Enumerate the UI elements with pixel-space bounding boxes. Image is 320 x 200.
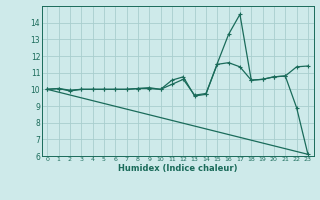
- X-axis label: Humidex (Indice chaleur): Humidex (Indice chaleur): [118, 164, 237, 173]
